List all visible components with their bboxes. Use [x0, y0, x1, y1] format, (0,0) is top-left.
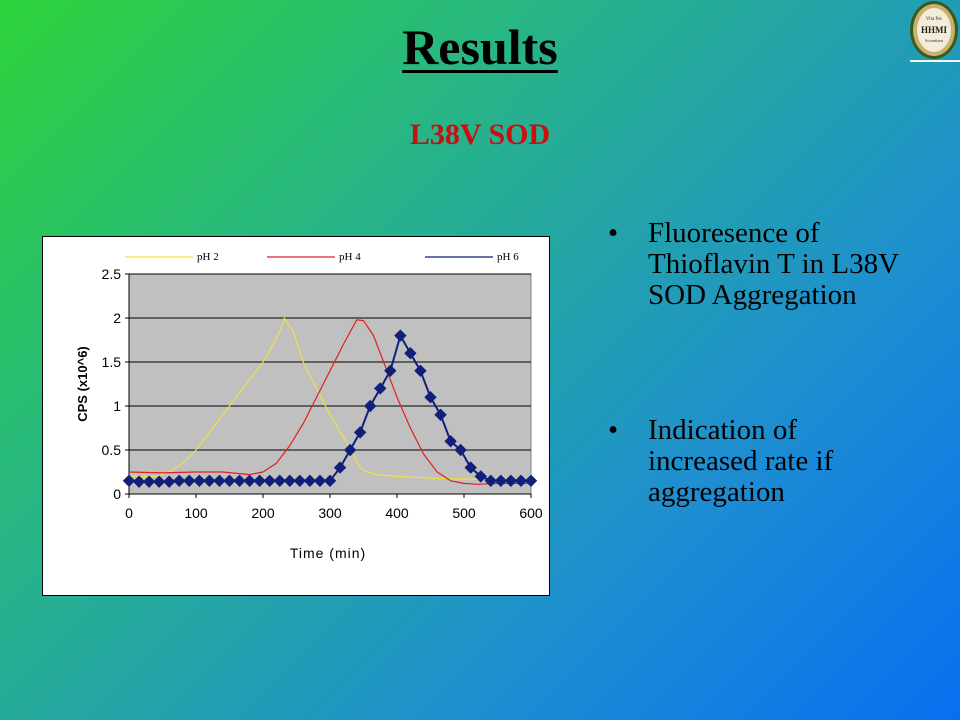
data-point: [363, 399, 377, 413]
x-tick-label: 100: [184, 505, 208, 521]
slide-subtitle: L38V SOD: [409, 118, 551, 151]
y-tick-label: 0.5: [102, 442, 122, 458]
data-point: [173, 474, 186, 488]
data-point: [193, 474, 206, 488]
logo-text-top: Vita Per: [926, 17, 943, 22]
bullet-symbol: •: [608, 217, 619, 249]
x-tick-label: 300: [318, 505, 342, 521]
bullet-text: Fluoresence of Thioflavin T in L38V SOD …: [648, 217, 899, 311]
data-point: [132, 475, 146, 488]
y-tick-label: 2.5: [102, 266, 122, 282]
y-tick-label: 2: [113, 310, 121, 326]
x-tick-label: 600: [519, 505, 543, 521]
data-point: [122, 474, 136, 488]
data-point: [514, 474, 528, 488]
data-point: [464, 461, 477, 474]
data-point: [353, 426, 367, 439]
data-point: [454, 443, 467, 457]
data-point: [213, 474, 226, 488]
data-point: [233, 474, 246, 488]
data-point: [414, 364, 427, 378]
data-point: [494, 474, 508, 488]
x-tick-label: 0: [125, 505, 133, 521]
bullet-item: • Indication of increased rate if aggreg…: [606, 415, 906, 508]
x-tick-label: 500: [452, 505, 476, 521]
data-point: [323, 474, 337, 488]
y-axis-title: CPS (x10^6): [75, 346, 90, 422]
bullet-list: • Fluoresence of Thioflavin T in L38V SO…: [606, 218, 906, 508]
data-point: [484, 474, 498, 488]
series-line-1: [129, 317, 532, 482]
data-point: [223, 474, 236, 488]
data-point: [243, 474, 256, 488]
x-tick-label: 400: [385, 505, 409, 521]
logo-text-bottom: Scientiam: [925, 38, 943, 43]
y-tick-label: 1.5: [102, 354, 122, 370]
data-point: [434, 408, 447, 422]
bullet-text: Indication of increased rate if aggregat…: [648, 414, 834, 508]
hhmi-seal-logo: Vita Per HHMI Scientiam: [910, 1, 958, 59]
data-point: [444, 434, 457, 448]
data-point: [474, 470, 487, 483]
data-point: [343, 443, 357, 457]
data-point: [183, 474, 196, 488]
y-tick-label: 1: [113, 398, 121, 414]
data-point: [203, 474, 216, 488]
data-point: [394, 329, 407, 342]
data-point: [293, 474, 307, 488]
x-tick-label: 200: [251, 505, 275, 521]
data-point: [283, 474, 297, 488]
data-point: [253, 474, 266, 488]
logo-text-main: HHMI: [921, 25, 947, 35]
data-point: [263, 474, 276, 488]
plot-area: [128, 273, 532, 495]
x-axis-title: Time (min): [290, 545, 366, 561]
logo-divider: [910, 60, 960, 62]
data-point: [333, 461, 347, 474]
legend-label: pH 4: [339, 251, 361, 263]
data-point: [313, 474, 327, 488]
data-point: [524, 474, 538, 488]
data-point: [142, 475, 156, 488]
data-point: [404, 346, 417, 360]
data-point: [384, 364, 397, 378]
bullet-symbol: •: [608, 414, 619, 446]
data-point: [303, 474, 317, 488]
data-point: [152, 475, 166, 488]
slide-title: Results: [402, 19, 558, 75]
data-point: [504, 474, 518, 488]
fluorescence-chart: 0 0.5 1 1.5 2 2.5 0 100 200 300 400 500 600 Time (min…: [75, 251, 543, 561]
chart-frame: 0 0.5 1 1.5 2 2.5 0 100 200 300 400 500 600 Time (min…: [42, 236, 550, 596]
data-point: [273, 474, 286, 488]
legend-label: pH 2: [197, 251, 219, 263]
bullet-item: • Fluoresence of Thioflavin T in L38V SO…: [606, 218, 906, 311]
legend-label: pH 6: [497, 251, 519, 263]
y-tick-label: 0: [113, 486, 121, 502]
data-point: [424, 390, 437, 404]
data-point: [374, 382, 387, 395]
data-point: [162, 475, 176, 488]
